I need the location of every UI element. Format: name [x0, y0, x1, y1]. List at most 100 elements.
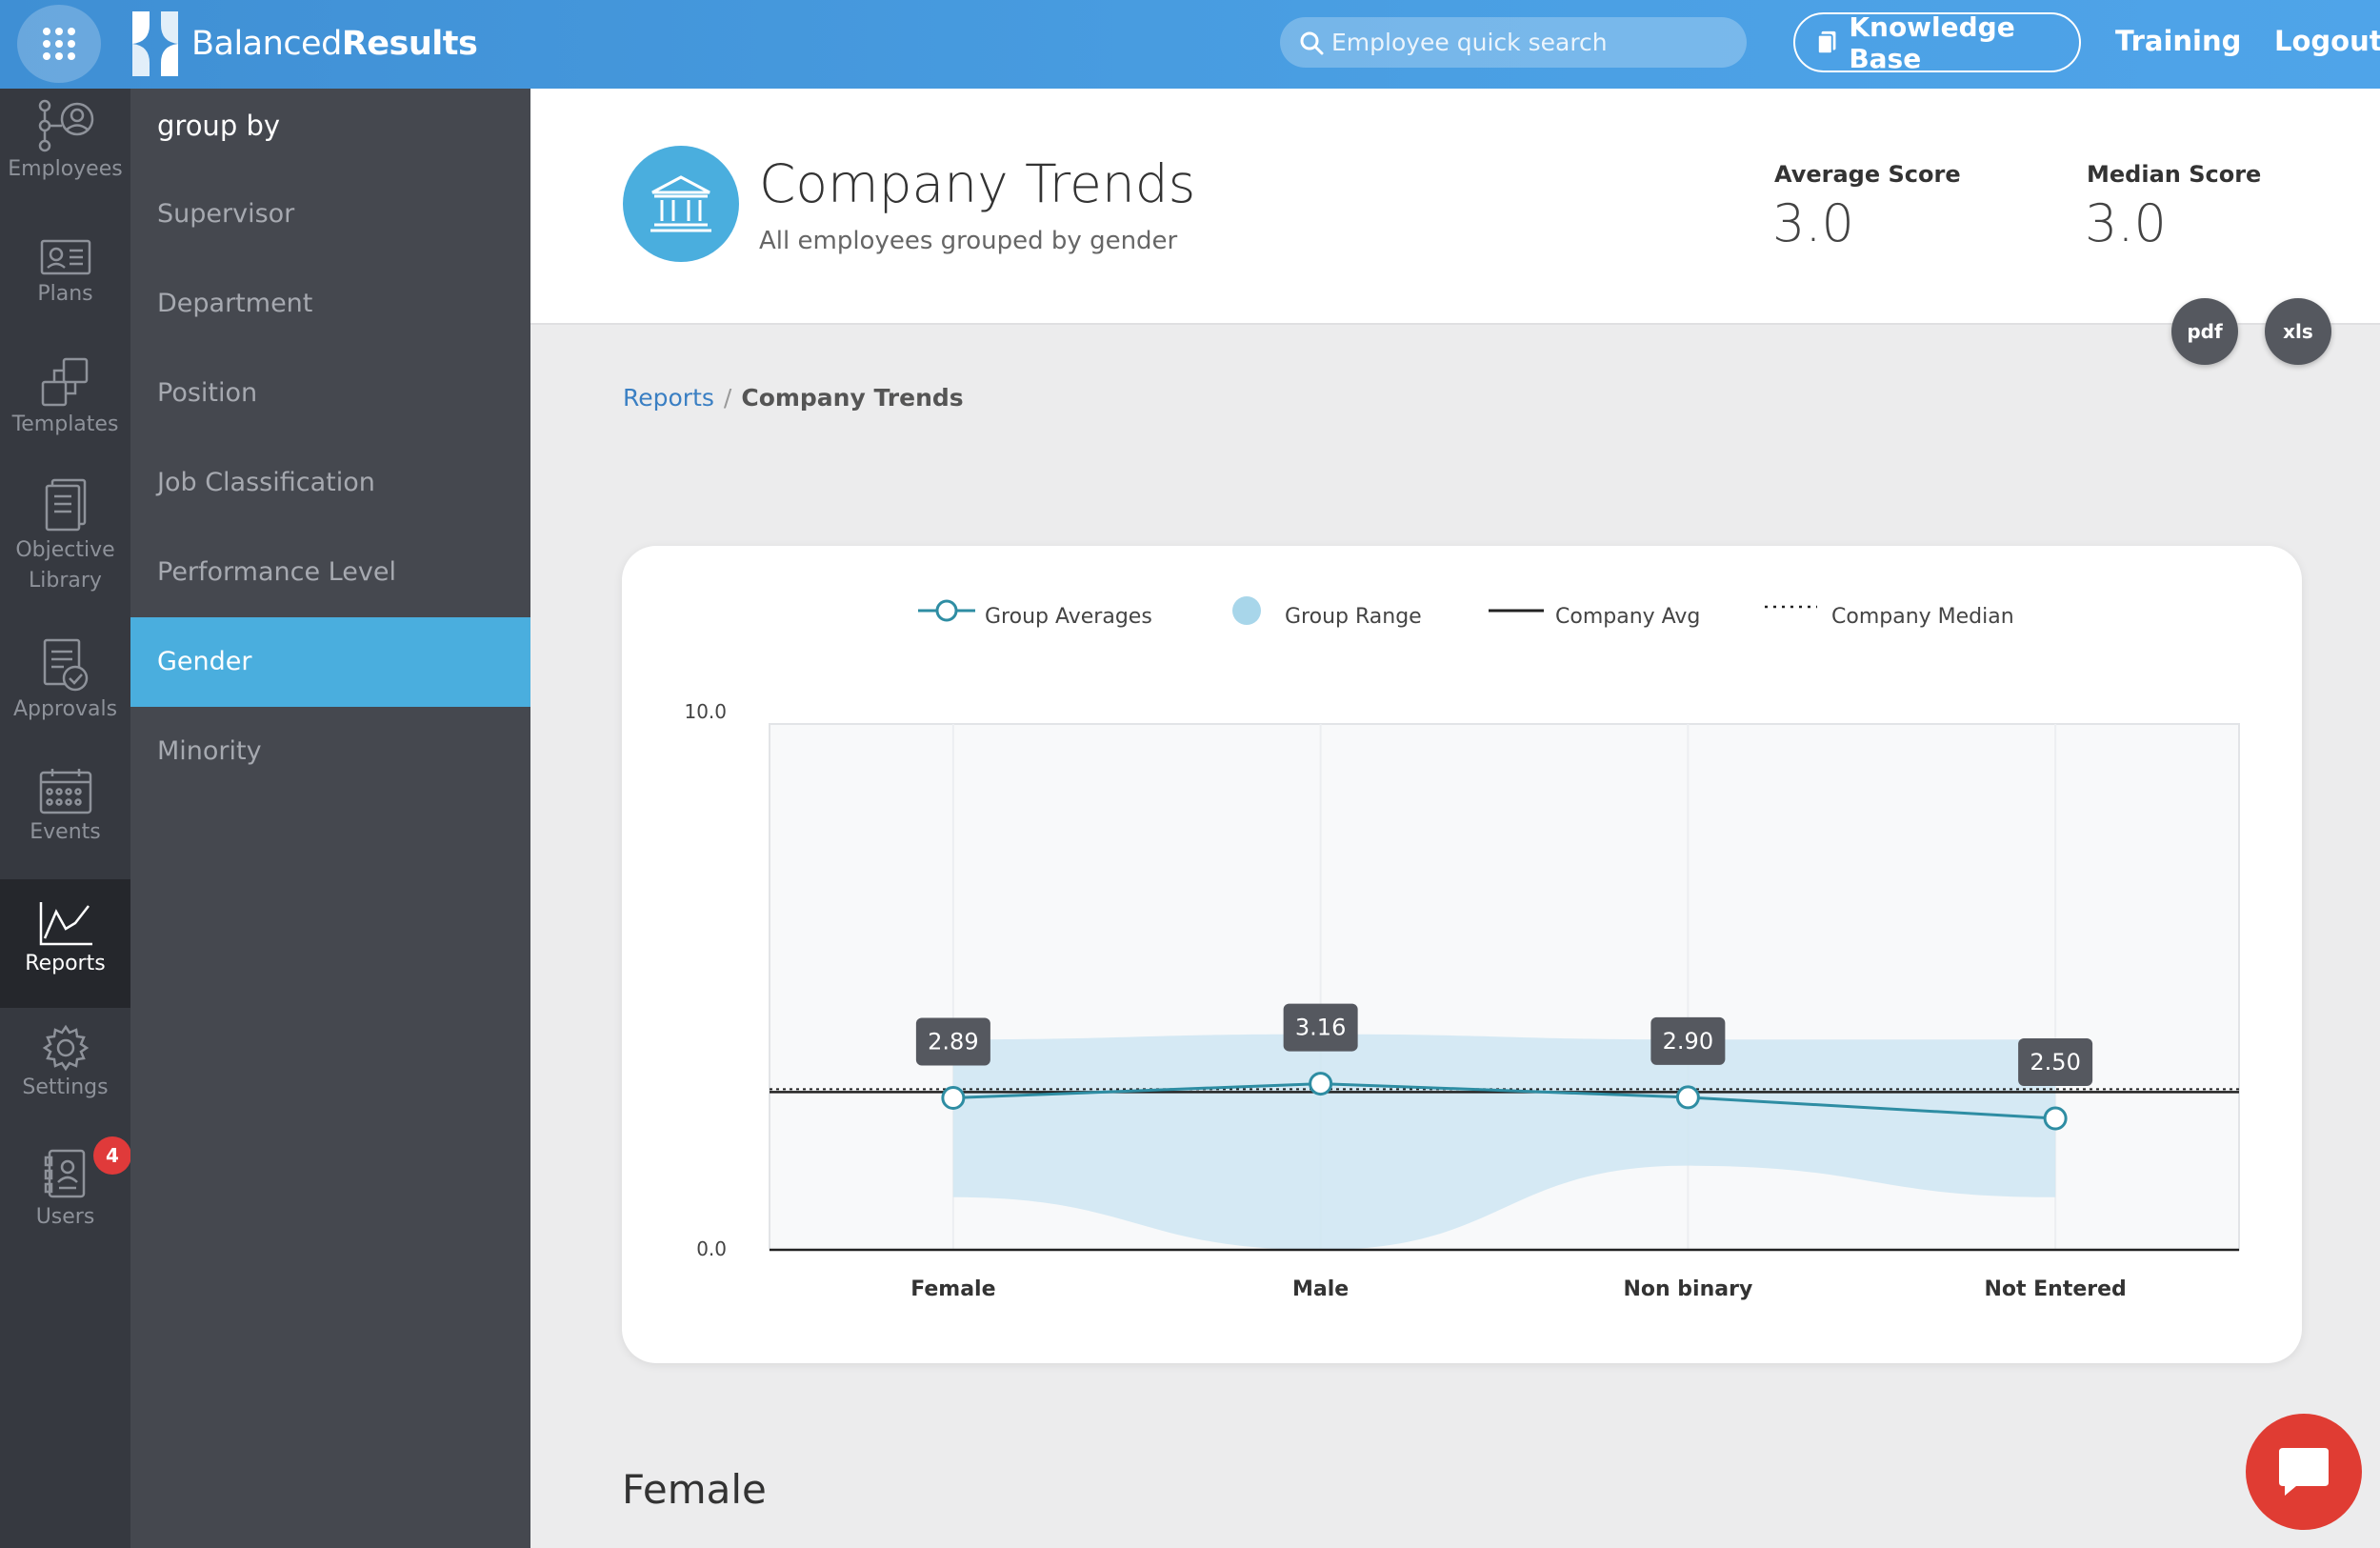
x-category-label: Not Entered	[1984, 1277, 2126, 1301]
breadcrumb: Reports / Company Trends	[623, 384, 964, 412]
data-label-box	[2018, 1038, 2093, 1086]
nav-users-label: Users	[35, 1205, 95, 1229]
data-label: 2.90	[1663, 1028, 1713, 1055]
legend-company-avg-label: Company Avg	[1555, 605, 1700, 629]
nav-objective-label-line1: Objective	[15, 538, 115, 562]
group-average-point	[2043, 1106, 2068, 1131]
data-label: 2.89	[928, 1028, 978, 1055]
report-header: Company Trends All employees grouped by …	[530, 89, 2380, 325]
plans-icon	[40, 239, 90, 275]
main-content: Company Trends All employees grouped by …	[530, 89, 2380, 1548]
group-average-point	[1309, 1072, 1333, 1096]
breadcrumb-current: Company Trends	[741, 384, 964, 412]
group-by-title: group by	[157, 110, 281, 142]
apps-grid-button[interactable]	[17, 5, 101, 83]
section-title: Female	[622, 1466, 767, 1513]
breadcrumb-reports-link[interactable]: Reports	[623, 384, 714, 412]
x-category-label: Non binary	[1623, 1277, 1752, 1301]
nav-plans-label: Plans	[37, 282, 93, 306]
nav-objective-library[interactable]: Objective Library	[0, 477, 130, 620]
report-icon-badge	[623, 146, 739, 262]
group-by-position[interactable]: Position	[157, 378, 258, 408]
export-pdf-button[interactable]: pdf	[2171, 298, 2238, 365]
nav-objective-label-line2: Library	[29, 569, 102, 593]
nav-approvals-label: Approvals	[12, 697, 118, 721]
brand-logo[interactable]: BalancedResults	[129, 8, 478, 80]
chat-support-button[interactable]	[2246, 1414, 2362, 1530]
group-by-department[interactable]: Department	[157, 289, 313, 318]
nav-reports[interactable]: Reports	[0, 879, 130, 1008]
employees-icon	[38, 99, 93, 152]
group-by-supervisor[interactable]: Supervisor	[157, 199, 295, 229]
legend-group-range-label: Group Range	[1285, 605, 1422, 629]
nav-plans[interactable]: Plans	[0, 236, 130, 351]
search-icon	[1300, 31, 1324, 55]
training-link[interactable]: Training	[2115, 25, 2242, 57]
group-by-panel: group by Supervisor Department Position …	[130, 89, 530, 1548]
icon-sidebar: Employees Plans Templates	[0, 89, 131, 1548]
median-score-label: Median Score	[2087, 161, 2262, 188]
chat-bubble-icon	[2279, 1448, 2329, 1496]
group-by-performance-level[interactable]: Performance Level	[157, 557, 396, 587]
nav-users[interactable]: 4 Users	[0, 1136, 131, 1262]
knowledge-base-label: Knowledge Base	[1849, 10, 2015, 74]
export-xls-button[interactable]: xls	[2265, 298, 2331, 365]
logout-link[interactable]: Logout	[2274, 25, 2380, 57]
nav-settings[interactable]: Settings	[0, 1024, 130, 1138]
document-icon	[1816, 30, 1836, 54]
nav-templates-label: Templates	[11, 412, 119, 436]
legend-group-range-marker	[1232, 596, 1261, 625]
knowledge-base-button[interactable]: Knowledge Base	[1793, 10, 2081, 74]
x-category-label: Male	[1292, 1277, 1349, 1301]
nav-settings-label: Settings	[22, 1076, 109, 1099]
nav-approvals[interactable]: Approvals	[0, 636, 130, 751]
nav-events-label: Events	[30, 820, 101, 844]
reports-chart-icon	[39, 902, 92, 946]
median-score-value: 3.0	[2085, 193, 2167, 253]
logo-text-light: Balanced	[191, 25, 342, 63]
nav-employees-label: Employees	[8, 157, 123, 181]
data-label-box	[915, 1017, 990, 1066]
library-icon	[45, 478, 86, 532]
group-averages-line	[952, 1082, 2056, 1120]
trend-chart: 0.0 10.0 2.89 3.16 2.90 2.50 Female Male Non bin…	[684, 596, 2240, 1301]
y-tick-label: 0.0	[696, 1237, 727, 1260]
y-tick-label: 10.0	[684, 700, 727, 723]
users-notification-badge: 4	[93, 1136, 131, 1175]
x-category-label: Female	[910, 1277, 995, 1301]
approvals-icon	[43, 638, 88, 692]
data-label: 3.16	[1295, 1015, 1346, 1041]
apps-grid-icon	[43, 28, 75, 60]
legend-group-averages-dot	[935, 599, 958, 622]
group-by-gender[interactable]: Gender	[130, 617, 530, 707]
group-average-point	[941, 1085, 966, 1110]
calendar-icon	[39, 769, 91, 814]
nav-templates[interactable]: Templates	[0, 355, 130, 470]
logo-mark-icon	[132, 11, 178, 76]
institution-building-icon	[650, 175, 711, 232]
page-subtitle: All employees grouped by gender	[759, 227, 1178, 255]
logo-text-bold: Results	[341, 25, 478, 63]
data-label-box	[1650, 1016, 1726, 1065]
nav-employees[interactable]: Employees	[0, 98, 130, 212]
legend-company-median-label: Company Median	[1831, 605, 2014, 629]
nav-reports-label: Reports	[25, 952, 106, 975]
trend-chart-card: 0.0 10.0 2.89 3.16 2.90 2.50 Female Male Non bin…	[622, 546, 2302, 1363]
data-label: 2.50	[2030, 1049, 2080, 1076]
page-title: Company Trends	[759, 153, 1196, 214]
average-score-label: Average Score	[1774, 161, 1961, 188]
breadcrumb-separator: /	[723, 384, 732, 412]
top-bar: BalancedResults Knowledge Base Training …	[0, 0, 2380, 89]
employee-search[interactable]	[1280, 17, 1747, 68]
legend-group-averages-label: Group Averages	[985, 605, 1152, 629]
group-average-point	[1675, 1085, 1700, 1110]
settings-gear-icon	[42, 1024, 89, 1072]
data-label-box	[1283, 1003, 1358, 1052]
logo-text: BalancedResults	[191, 25, 478, 63]
nav-events[interactable]: Events	[0, 767, 130, 881]
search-input[interactable]	[1331, 17, 1731, 68]
group-by-minority[interactable]: Minority	[157, 736, 262, 766]
users-icon	[44, 1149, 85, 1198]
group-by-job-classification[interactable]: Job Classification	[157, 468, 375, 497]
templates-icon	[41, 357, 88, 407]
